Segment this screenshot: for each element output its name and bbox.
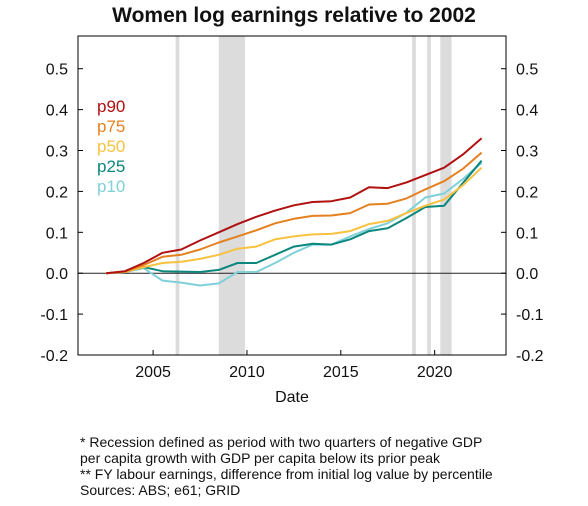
footnotes: * Recession defined as period with two q… (80, 434, 493, 498)
legend-item-p50: p50 (97, 137, 125, 156)
x-tick-label: 2010 (229, 364, 265, 381)
legend-item-p75: p75 (97, 117, 125, 136)
y-tick-label-left: 0.2 (46, 184, 68, 201)
y-tick-label-right: 0.4 (516, 103, 538, 120)
series-line-p75 (106, 151, 483, 275)
y-tick-label-left: 0.0 (46, 266, 68, 283)
x-tick-label: 2015 (323, 364, 359, 381)
legend-item-p25: p25 (97, 157, 125, 176)
legend-item-p10: p10 (97, 177, 125, 196)
axis-ticks-group: -0.2 -0.2 -0.1 -0.1 0.0 0.0 0.1 0.1 0.2 0.2 0.3 0.3… (40, 62, 543, 381)
x-tick-label: 2005 (135, 364, 171, 381)
recession-band-4 (427, 36, 431, 355)
y-tick-label-right: 0.1 (516, 225, 538, 242)
y-tick-label-right: 0.3 (516, 144, 538, 161)
y-tick-label-right: 0.2 (516, 184, 538, 201)
plot-frame (77, 35, 507, 356)
y-tick-label-left: 0.3 (46, 144, 68, 161)
chart-title: Women log earnings relative to 2002 (112, 4, 476, 27)
recession-band-1 (175, 36, 180, 355)
footnote-recession-definition: * Recession defined as period with two q… (80, 434, 483, 450)
legend-item-p90: p90 (97, 97, 125, 116)
recession-band-5 (440, 36, 452, 355)
y-tick-label-right: -0.1 (516, 307, 544, 324)
y-tick-label-left: 0.5 (46, 62, 68, 79)
x-tick-label: 2020 (417, 364, 453, 381)
y-tick-label-left: -0.2 (40, 348, 68, 365)
y-tick-label-left: 0.1 (46, 225, 68, 242)
series-line-p50 (106, 166, 483, 275)
footnote-recession-definition-cont: per capita growth with GDP per capita be… (80, 450, 441, 466)
series-line-p90 (106, 137, 483, 275)
series-lines-group (106, 137, 483, 287)
footnote-sources: Sources: ABS; e61; GRID (80, 482, 241, 498)
series-line-p25 (106, 160, 483, 275)
y-tick-label-left: 0.4 (46, 103, 68, 120)
y-tick-label-right: -0.2 (516, 348, 544, 365)
y-tick-label-right: 0.0 (516, 266, 538, 283)
recession-shading-group (175, 36, 452, 355)
recession-band-2 (218, 36, 246, 355)
footnote-earnings-definition: ** FY labour earnings, difference from i… (80, 466, 493, 482)
y-tick-label-left: -0.1 (40, 307, 68, 324)
x-axis-label: Date (275, 389, 309, 406)
series-line-p10 (106, 162, 483, 287)
y-tick-label-right: 0.5 (516, 62, 538, 79)
